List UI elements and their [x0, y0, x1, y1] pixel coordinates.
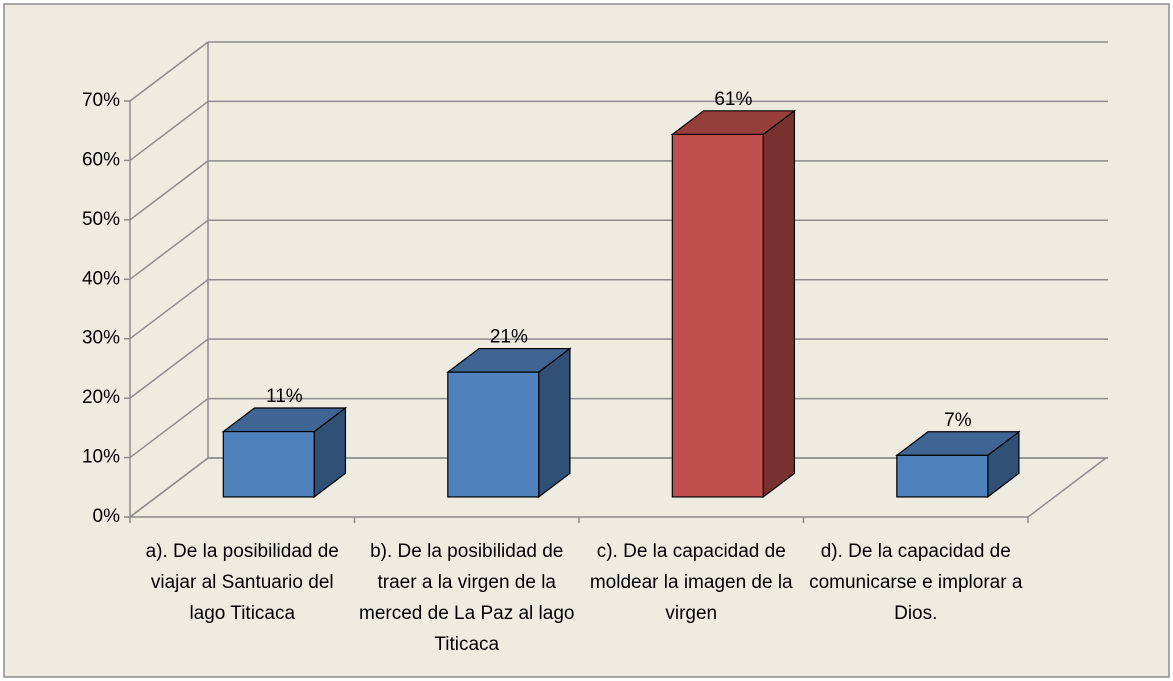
x-tick-label: c). De la capacidad de moldear la imagen…	[589, 541, 793, 624]
x-tick-label: a). De la posibilidad de viajar al Santu…	[145, 541, 339, 624]
grid-line-side	[129, 219, 209, 280]
chart-area	[3, 3, 1170, 678]
grid-line-side	[129, 397, 209, 459]
bar	[896, 454, 989, 498]
bar	[671, 133, 764, 498]
data-label: 11%	[266, 386, 303, 407]
grid-line-side	[129, 279, 209, 340]
bar	[447, 371, 540, 498]
data-label: 21%	[490, 327, 528, 348]
y-tick-label: 10%	[82, 447, 120, 468]
x-tick-label: d). De la capacidad de comunicarse e imp…	[809, 541, 1023, 624]
y-tick-label: 40%	[82, 268, 120, 289]
grid-line-side	[129, 457, 209, 518]
y-tick-label: 0%	[93, 506, 121, 527]
bar-side	[538, 347, 571, 499]
data-label: 7%	[944, 410, 972, 431]
y-tick-label: 60%	[82, 149, 120, 170]
grid-line-side	[129, 100, 209, 162]
grid-line-side	[129, 338, 209, 399]
y-tick-label: 70%	[82, 90, 120, 111]
grid-line-side	[129, 41, 209, 102]
y-tick-label: 30%	[82, 328, 120, 349]
grid-line-side	[129, 160, 209, 221]
y-tick-label: 50%	[82, 209, 120, 230]
y-tick-label: 20%	[82, 387, 120, 408]
bar-side	[762, 109, 796, 499]
data-label: 61%	[714, 89, 752, 110]
bar	[222, 430, 315, 498]
x-tick-label: b). De la posibilidad de traer a la virg…	[359, 541, 575, 655]
